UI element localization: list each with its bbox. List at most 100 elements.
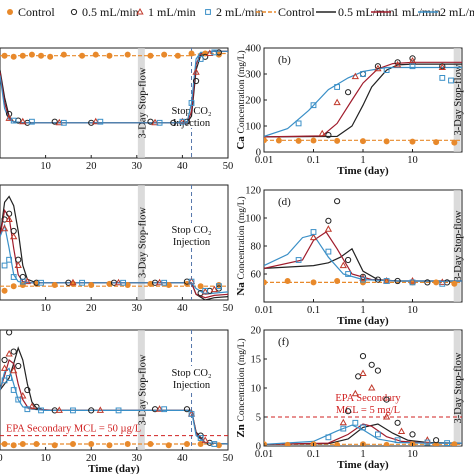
- point-control: [51, 282, 58, 289]
- point-r2: [179, 118, 186, 125]
- point-control: [433, 139, 440, 146]
- point-r1: [14, 261, 22, 268]
- point-r1: [5, 114, 13, 121]
- point-r1: [55, 118, 63, 126]
- point-control: [334, 137, 341, 144]
- stopflow-label: 3-Day Stop-flow: [137, 207, 148, 278]
- point-r05: [383, 396, 390, 403]
- point-control: [188, 50, 195, 57]
- x-tick-label: 40: [177, 453, 188, 464]
- point-r1: [10, 366, 18, 374]
- point-r2: [310, 229, 317, 235]
- point-r1: [339, 418, 347, 426]
- point-r1: [151, 118, 159, 126]
- point-control: [10, 53, 17, 60]
- point-r1: [23, 277, 32, 285]
- point-r1: [324, 225, 333, 232]
- x-tick-label: 40: [177, 303, 188, 314]
- legend-marker-1: [70, 8, 78, 16]
- point-r1: [351, 72, 359, 80]
- point-r2: [1, 262, 8, 269]
- x-tick-label: 10: [40, 161, 51, 172]
- series-group-b: [264, 55, 462, 146]
- point-r1: [5, 215, 13, 222]
- x-tick-label: 10: [40, 453, 51, 464]
- point-r05: [1, 356, 8, 364]
- point-r2: [70, 407, 76, 414]
- injection-label-bg: [171, 366, 212, 378]
- point-r05: [147, 118, 154, 125]
- point-r2: [334, 84, 341, 90]
- mcl-label: EPA Secondary MCL = 50 µg/L: [6, 424, 141, 435]
- panel-frame-f: [263, 329, 463, 447]
- x-tick-label: 20: [86, 303, 97, 314]
- x-tick-label: 10: [407, 155, 418, 166]
- point-control: [284, 441, 291, 446]
- point-r2: [439, 280, 446, 287]
- point-r05: [6, 330, 13, 336]
- legend: Control 0.5 mL/min 1 mL/min 2 mL/min Control…: [7, 5, 474, 19]
- point-r2: [188, 100, 195, 106]
- point-r2: [360, 424, 366, 431]
- point-control: [124, 441, 131, 447]
- point-r05: [344, 256, 352, 264]
- point-control: [197, 283, 204, 290]
- injection-label-bg: [171, 223, 212, 235]
- mcl-label: MCL = 5 mg/L: [336, 405, 400, 416]
- point-r1: [155, 278, 164, 286]
- panel-frame-left-top: [0, 47, 229, 159]
- point-control: [334, 278, 341, 284]
- point-control: [60, 51, 67, 58]
- point-r2: [10, 274, 17, 280]
- point-control: [451, 441, 458, 446]
- point-r1: [155, 405, 164, 412]
- point-r2: [10, 117, 17, 124]
- point-r2: [295, 120, 302, 127]
- series-line-r2: [264, 66, 462, 137]
- point-control: [47, 53, 54, 60]
- legend-label-5: 0.5 mL/min: [338, 5, 395, 19]
- point-r2: [24, 406, 31, 413]
- point-r05: [394, 419, 401, 426]
- series-group-left-top: [0, 49, 228, 126]
- point-control: [310, 137, 317, 144]
- legend-label-4: Control: [278, 5, 315, 19]
- x-tick-label: 1: [360, 449, 365, 460]
- series-line-r1: [264, 61, 462, 138]
- point-r1: [92, 117, 100, 125]
- point-r2: [197, 56, 204, 62]
- x-tick-label: 10: [407, 449, 418, 460]
- x-tick-label: 50: [223, 303, 234, 314]
- point-r1: [55, 406, 63, 413]
- point-r1: [339, 261, 347, 269]
- series-line-r1: [264, 231, 462, 282]
- stopflow-label: 3-Day Stop-flow: [453, 64, 464, 135]
- point-r05: [334, 198, 341, 205]
- point-r1: [201, 436, 209, 443]
- y-tick-label: 0: [256, 148, 261, 159]
- point-control: [183, 441, 190, 447]
- point-control: [284, 278, 291, 284]
- point-r2: [15, 396, 22, 403]
- point-r2: [383, 67, 390, 73]
- legend-label-0: Control: [18, 5, 55, 19]
- y-axis-label: Ca Concentration (mg/L): [235, 50, 247, 149]
- point-control: [310, 279, 317, 286]
- point-control: [264, 137, 267, 144]
- legend-marker-3: [205, 9, 211, 15]
- x-axis-label: Time (day): [337, 165, 389, 177]
- point-r2: [156, 119, 163, 126]
- x-axis-label: Time (day): [337, 459, 389, 471]
- point-control: [174, 52, 181, 59]
- point-control: [38, 52, 45, 59]
- x-tick-label: 1: [360, 155, 365, 166]
- y-tick-label: 200: [245, 96, 261, 107]
- point-r2: [383, 278, 390, 284]
- injection-label-bg: [171, 235, 212, 247]
- point-control: [165, 442, 172, 449]
- point-r05: [394, 59, 401, 66]
- point-control: [360, 138, 366, 145]
- stopflow-label: 3-Day Stop-flow: [453, 210, 464, 281]
